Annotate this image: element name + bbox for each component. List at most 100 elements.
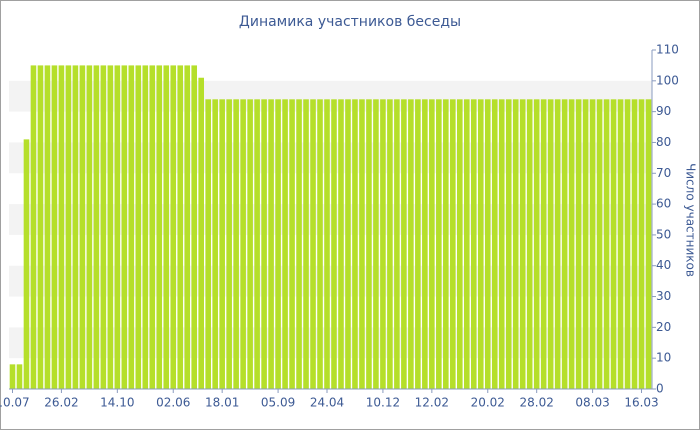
bar [512,99,519,390]
bar [156,65,163,389]
bar [212,99,218,390]
bar [638,99,645,390]
bar [79,65,86,389]
bar [72,65,79,389]
y-tick-label: 100 [656,73,679,87]
bar [16,364,23,389]
bar [463,99,470,390]
bar [149,65,156,389]
bar [23,139,30,389]
bar [37,65,44,389]
bar [596,99,603,390]
x-tick-label: 16.03 [624,396,658,410]
bar [219,99,225,390]
y-tick-label: 50 [656,227,671,241]
bar [58,65,65,389]
bar [198,77,204,390]
bar [338,99,344,390]
bar [324,99,330,390]
y-tick-label: 10 [656,351,671,365]
bar [184,65,191,389]
bar [359,99,365,390]
chart-title: Динамика участников беседы [239,14,461,30]
bar [9,364,16,389]
y-tick-label: 40 [656,258,671,272]
bar [526,99,533,390]
bar [51,65,58,389]
x-tick-label: 08.03 [575,396,609,410]
bar [603,99,610,390]
bar [443,99,449,390]
bar [275,99,281,390]
bar [226,99,232,390]
y-tick-label: 70 [656,166,671,180]
bar [177,65,184,389]
x-tick-label: 10.12 [366,396,400,410]
bar [30,65,37,389]
bar [345,99,351,390]
bar [282,99,288,390]
bar [121,65,128,389]
bar [484,99,491,390]
bar [610,99,617,390]
bar [470,99,477,390]
bar [519,99,526,390]
bar [240,99,246,390]
bar [93,65,100,389]
x-tick-label: 28.02 [519,396,553,410]
y-tick-label: 20 [656,320,671,334]
bar [436,99,442,390]
bar [394,99,400,390]
bar [575,99,582,390]
bar [589,99,596,390]
bar [568,99,575,390]
bar [617,99,624,390]
bar [561,99,568,390]
bar [163,65,170,389]
bar [505,99,512,390]
bar [408,99,414,390]
x-tick-label: 14.10 [100,396,134,410]
bar [135,65,142,389]
bar [366,99,372,390]
bar [65,65,72,389]
bar [142,65,149,389]
bar [303,99,309,390]
bar [317,99,323,390]
bar [422,99,428,390]
y-tick-label: 110 [656,43,679,57]
bar [289,99,295,390]
bar [170,65,177,389]
bar [415,99,421,390]
x-tick-label: 10.07 [0,396,30,410]
bar [554,99,561,390]
bar [128,65,135,389]
bar [205,99,211,390]
bar [373,99,379,390]
x-tick-label: 18.01 [205,396,239,410]
bar [645,99,652,390]
bar [582,99,589,390]
bar [477,99,484,390]
y-tick-label: 90 [656,104,671,118]
bar [429,99,435,390]
x-tick-label: 26.02 [44,396,78,410]
bar [380,99,386,390]
bar [547,99,554,390]
bar [254,99,260,390]
y-axis-label: Число участников [684,163,698,277]
bar [540,99,547,390]
bar [310,99,316,390]
y-tick-label: 0 [656,382,664,396]
bar [498,99,505,390]
bar [401,99,407,390]
bar [624,99,631,390]
bar [457,99,463,390]
bar [100,65,107,389]
bar [491,99,498,390]
bar [631,99,638,390]
bar [86,65,93,389]
x-tick-label: 24.04 [310,396,344,410]
bar [331,99,337,390]
